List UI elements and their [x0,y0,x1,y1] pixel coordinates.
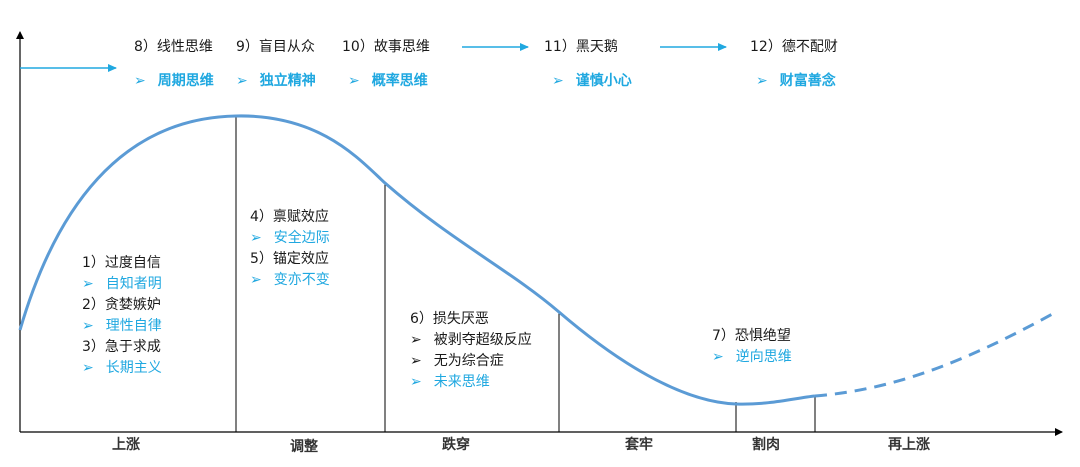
chevron-right-icon: ➢ [82,318,94,334]
stage2-item-1: 4）禀赋效应 [250,209,329,225]
chevron-right-icon: ➢ [410,353,422,369]
stage5-item-2: ➢ 逆向思维 [712,349,792,365]
top-bias-9: 9）盲目从众 [236,39,315,55]
chevron-right-icon: ➢ [236,73,248,89]
chevron-right-icon: ➢ [134,73,146,89]
market-cycle-curve [18,114,816,406]
stage3-item-1: 6）损失厌恶 [410,311,489,327]
stage3-item-4: ➢ 未来思维 [410,374,490,390]
stage3-item-3: ➢ 无为综合症 [410,353,504,369]
chevron-right-icon: ➢ [250,272,262,288]
stage2-item-4: ➢ 变亦不变 [250,272,330,288]
top-bias-12: 12）德不配财 [750,39,838,55]
top-remedy-2: ➢ 独立精神 [236,73,316,89]
phase-label-cut-loss: 割肉 [752,437,780,453]
chevron-right-icon: ➢ [712,349,724,365]
phase-label-adjust: 调整 [290,439,318,455]
chevron-right-icon: ➢ [410,374,422,390]
top-remedy-5: ➢ 财富善念 [756,73,836,89]
stage1-item-3: 2）贪婪嫉妒 [82,297,161,313]
recovery-curve-dashed [814,310,1057,398]
phase-label-trapped: 套牢 [625,437,653,453]
stage1-item-1: 1）过度自信 [82,255,161,271]
stage3-item-2: ➢ 被剥夺超级反应 [410,332,532,348]
top-bias-8: 8）线性思维 [134,39,213,55]
chevron-right-icon: ➢ [756,73,768,89]
top-bias-11: 11）黑天鹅 [544,39,618,55]
stage2-item-3: 5）锚定效应 [250,251,329,267]
top-remedy-4: ➢ 谨慎小心 [552,73,632,89]
chevron-right-icon: ➢ [410,332,422,348]
chevron-right-icon: ➢ [82,276,94,292]
stage1-item-2: ➢ 自知者明 [82,276,162,292]
phase-label-rise-again: 再上涨 [888,437,930,453]
stage2-item-2: ➢ 安全边际 [250,230,330,246]
chevron-right-icon: ➢ [552,73,564,89]
stage1-item-4: ➢ 理性自律 [82,318,162,334]
stage1-item-5: 3）急于求成 [82,339,161,355]
top-bias-10: 10）故事思维 [342,39,430,55]
phase-label-rise: 上涨 [112,437,140,453]
phase-label-breakdown: 跌穿 [442,437,470,453]
stage1-item-6: ➢ 长期主义 [82,360,162,376]
top-remedy-1: ➢ 周期思维 [134,73,214,89]
stage5-item-1: 7）恐惧绝望 [712,328,791,344]
chevron-right-icon: ➢ [82,360,94,376]
chevron-right-icon: ➢ [348,73,360,89]
chevron-right-icon: ➢ [250,230,262,246]
top-remedy-3: ➢ 概率思维 [348,73,428,89]
